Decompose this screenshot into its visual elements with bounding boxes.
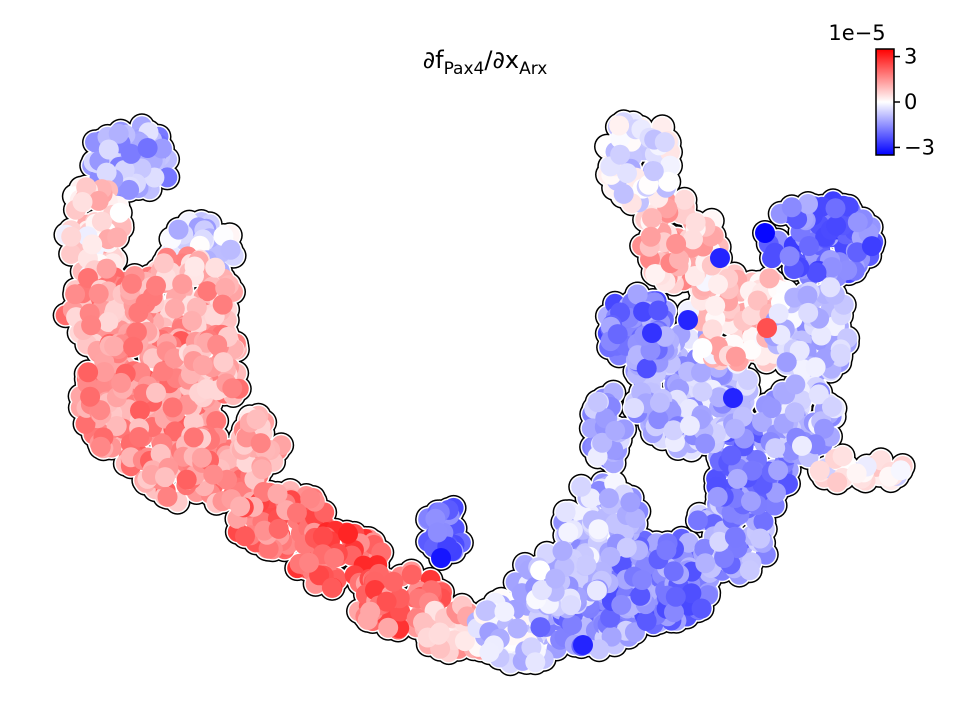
chart-title: ∂fPax4/∂xArx bbox=[423, 46, 548, 79]
cell-points-layer bbox=[55, 112, 913, 674]
